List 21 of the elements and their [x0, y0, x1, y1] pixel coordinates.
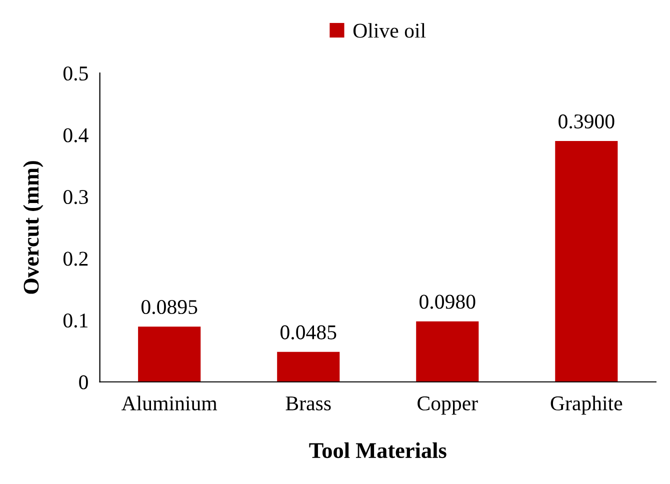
y-tick-label: 0.1	[63, 313, 88, 328]
x-tick-label: Copper	[418, 396, 478, 415]
x-tick-label: Aluminium	[122, 396, 218, 410]
x-tick-label: Graphite	[550, 396, 622, 415]
x-tick-label: Brass	[286, 396, 331, 410]
bar	[138, 326, 201, 382]
data-label: 0.3900	[558, 114, 614, 129]
bar	[277, 352, 340, 382]
y-tick-label: 0.5	[63, 66, 88, 81]
data-label: 0.0895	[141, 300, 198, 314]
legend-label: Olive oil	[353, 23, 426, 38]
y-tick-label: 0.2	[63, 252, 88, 266]
x-axis-title: Tool Materials	[309, 442, 446, 458]
bar	[416, 321, 479, 382]
bar	[555, 141, 618, 382]
y-tick-label: 0.3	[63, 190, 88, 204]
data-label: 0.0980	[420, 294, 476, 309]
y-tick-label: 0	[79, 375, 88, 390]
y-tick-label: 0.4	[63, 128, 88, 142]
data-label: 0.0485	[280, 325, 336, 340]
y-axis-title: Overcut (mm)	[23, 161, 44, 294]
